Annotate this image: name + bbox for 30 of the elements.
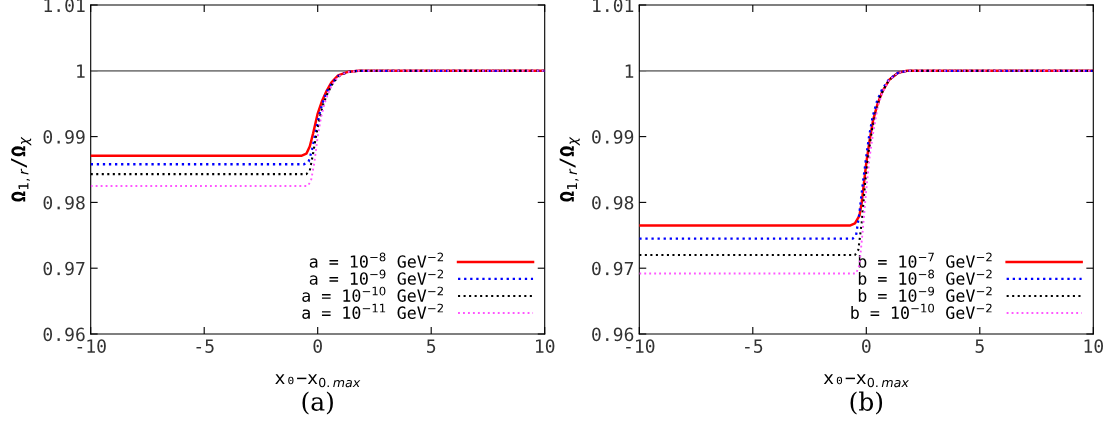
y-tick-label: 0.98 [43,195,85,210]
x-axis-title: x₀−x$_{0.max}$ [275,374,361,388]
y-tick-label: 1 [77,64,85,78]
legend-label: a = 10$^{−11}$ GeV$^{−2}$ [302,303,443,319]
y-tick-label: 0.97 [592,261,634,276]
y-axis-title: Ω$_{1,r}$/Ω$_{χ}$ [559,136,580,202]
y-tick-label: 1 [625,64,634,78]
y-tick-label: 0.97 [43,261,85,276]
x-tick-label: -5 [196,339,214,353]
text: (a) [302,391,333,415]
legend-label: b = 10$^{−8}$ GeV$^{−2}$ [858,269,992,285]
x-tick-label: 0 [313,339,322,353]
legend-label: a = 10$^{−8}$ GeV$^{−2}$ [309,252,444,268]
x-axis-title: x₀−x$_{0.max}$ [823,374,909,388]
y-tick-label: 0.98 [592,195,634,210]
y-tick-label: 0.99 [43,130,85,144]
legend-label: a = 10$^{−9}$ GeV$^{−2}$ [309,269,444,285]
x-tick-label: 5 [975,339,984,353]
x-tick-label: 10 [1084,339,1103,353]
y-axis-title: Ω$_{1,r}$/Ω$_{χ}$ [11,136,32,202]
x-tick-label: 5 [427,339,436,353]
y-tick-label: 0.99 [592,130,634,144]
text: (b) [850,391,883,415]
legend-label: b = 10$^{−10}$ GeV$^{−2}$ [851,303,992,319]
x-tick-label: -5 [745,339,763,353]
legend-label: a = 10$^{−10}$ GeV$^{−2}$ [302,286,443,302]
legend-label: b = 10$^{−7}$ GeV$^{−2}$ [858,252,992,268]
x-tick-label: 0 [862,339,871,353]
legend-label: b = 10$^{−9}$ GeV$^{−2}$ [858,286,992,302]
x-tick-label: 10 [536,339,555,353]
